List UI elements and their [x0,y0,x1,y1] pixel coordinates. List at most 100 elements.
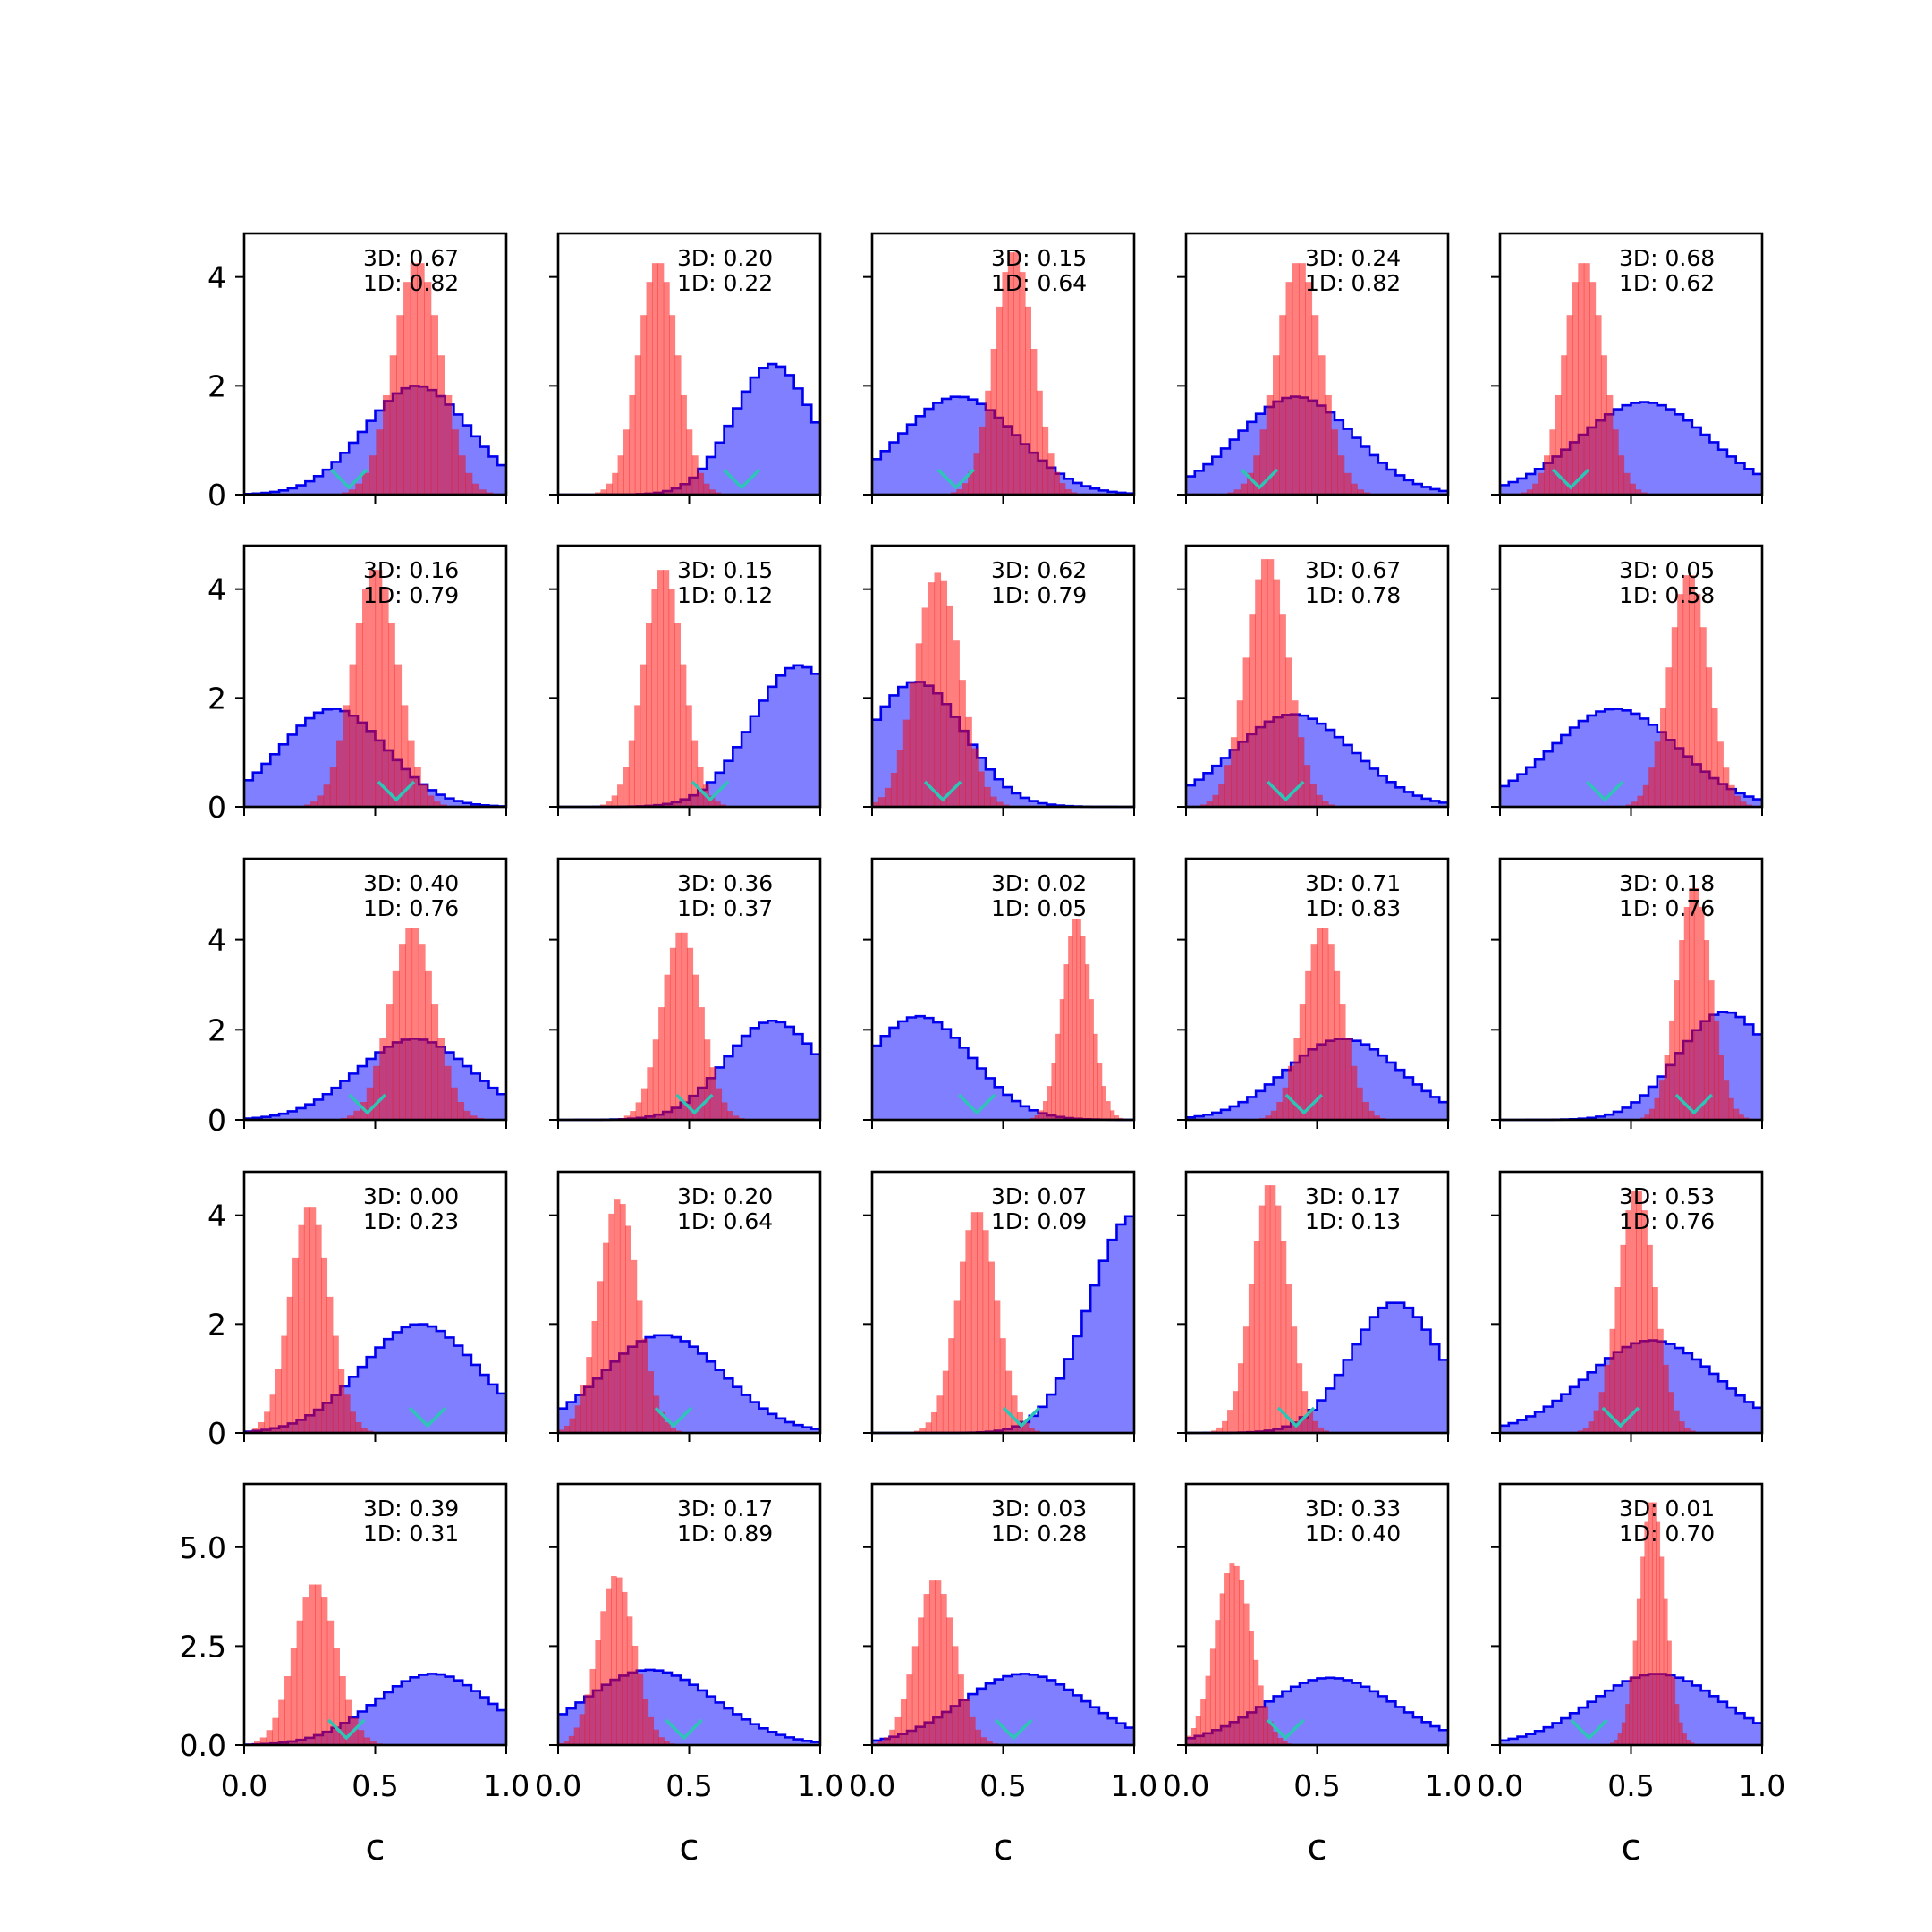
red-hist-bar [1309,784,1317,807]
x-tick-label: 0.0 [849,1768,895,1803]
red-hist-bar [383,394,391,495]
red-hist-bar [1674,1704,1680,1745]
red-hist-bar [636,1300,643,1433]
red-hist-bar [1671,1676,1676,1745]
red-hist-bar [600,1611,606,1745]
red-hist-bar [1620,1244,1627,1433]
red-hist-bar [353,1110,361,1120]
red-hist-bar [355,1421,362,1433]
red-hist-bar [663,570,670,807]
red-hist-bar [980,1737,987,1745]
annotation-3d: 3D: 0.18 [1619,870,1715,896]
red-hist-bar [619,1204,626,1433]
red-hist-bar [1318,1427,1325,1433]
red-hist-bar [1028,1428,1035,1433]
red-hist-bar [1236,700,1244,807]
red-hist-bar [708,489,716,495]
red-hist-bar [674,355,682,495]
red-hist-bar [603,1242,609,1433]
red-hist-bar [626,1616,633,1745]
red-hist-bar [363,1737,371,1745]
red-hist-bar [336,740,343,807]
red-hist-bar [1089,999,1094,1120]
red-hist-bar [670,1428,677,1433]
red-hist-bar [1055,1033,1061,1120]
red-hist-bar [664,1741,670,1745]
red-hist-bar [471,483,480,495]
red-hist-bar [369,1741,377,1745]
annotation-1d: 1D: 0.12 [677,582,773,608]
marker-v [1267,1718,1305,1741]
annotation-1d: 1D: 0.78 [1305,582,1401,608]
red-hist-bar [1002,272,1009,495]
blue-hist-fill [872,1216,1134,1433]
red-hist-bar [990,796,997,807]
red-hist-bar [623,767,630,807]
red-hist-bar [479,489,487,495]
blue-hist-step [244,385,506,496]
red-hist-bar [379,1038,387,1120]
red-hist-bar [1064,488,1072,495]
red-hist-bar [1674,1410,1680,1433]
red-hist-bar [1644,1521,1649,1745]
y-tick-label: 0 [208,790,226,825]
x-tick-label: 0.0 [1477,1768,1523,1803]
red-hist-bar [1679,940,1685,1120]
marker-v [1551,468,1590,490]
blue-hist-fill [558,1021,820,1120]
red-hist-bar [1273,355,1280,495]
annotation-1d: 1D: 0.64 [677,1208,773,1234]
red-hist-bar [1243,1603,1250,1745]
annotation-3d: 3D: 0.20 [677,1183,773,1209]
red-hist-bar [1688,575,1695,807]
annotation-1d: 1D: 0.09 [991,1208,1087,1234]
red-hist-bar [1733,1108,1740,1120]
red-hist-bar [338,1368,345,1433]
red-hist-bar [1282,1087,1289,1120]
red-hist-bar [597,1281,604,1433]
red-hist-bar [1293,1038,1301,1120]
red-hist-bar [1339,1004,1346,1120]
red-hist-bar [1239,1580,1245,1745]
red-hist-bar [985,390,992,495]
red-hist-bar [568,1735,575,1745]
red-hist-bar [310,801,318,807]
red-hist-bar [1222,1420,1228,1433]
marker-v [1267,780,1305,802]
red-hist-bar [1264,1185,1271,1433]
red-hist-bar [360,1428,368,1433]
red-hist-bar [1356,1087,1363,1120]
red-hist-bar [272,1717,279,1745]
x-tick-label: 0.0 [535,1768,581,1803]
red-hist-bar [1253,1659,1259,1745]
red-hist-bar [1617,1733,1623,1745]
annotation-3d: 3D: 0.24 [1305,245,1401,271]
red-hist-bar [348,489,356,495]
red-hist-bar [1373,1115,1380,1120]
red-hist-bar [635,1102,642,1120]
red-hist-bar [387,623,395,807]
red-hist-bar [640,664,647,807]
red-hist-bar [953,640,960,807]
red-hist-bar [1350,483,1358,495]
red-hist-bar [1693,887,1699,1120]
red-hist-bar [962,483,969,495]
red-hist-bar [1047,453,1055,495]
red-hist-bar [1666,1640,1672,1745]
red-hist-bar [642,1699,649,1745]
red-hist-bar [1532,483,1539,495]
red-hist-bar [1621,1722,1626,1745]
red-hist-bar [611,1576,617,1745]
red-hist-bar [1272,1731,1278,1745]
annotation-1d: 1D: 0.05 [991,895,1087,921]
red-hist-bar [996,306,1004,495]
red-hist-bar [1106,1101,1111,1120]
red-hist-bar [1623,472,1631,495]
y-tick-label: 4 [208,572,226,607]
red-hist-bar [269,1394,276,1433]
red-hist-bar [433,801,441,807]
